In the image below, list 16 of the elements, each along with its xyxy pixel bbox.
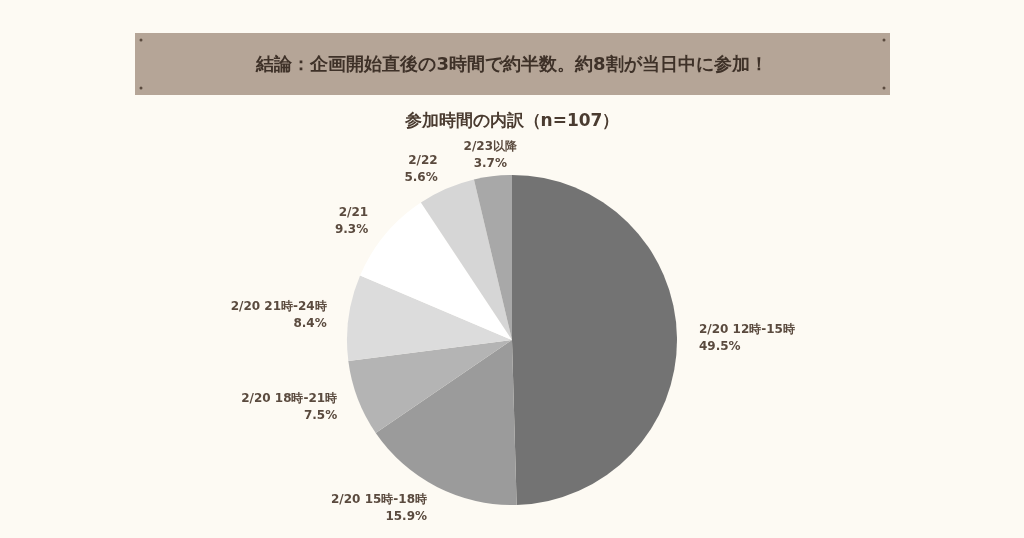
data-label: 15.9%: [385, 508, 428, 523]
data-label: 3.7%: [473, 156, 507, 171]
data-label: 8.4%: [293, 316, 327, 331]
chart-title: 結論：企画開始直後の3時間で約半数。約8割が当日中に参加！: [255, 53, 768, 74]
slice-label: 2/20 21時-24時: [230, 299, 327, 314]
data-label: 9.3%: [334, 222, 369, 237]
data-label: 7.5%: [303, 408, 338, 423]
slice-label: 2/20 18時-21時: [241, 391, 338, 406]
slice-label: 2/20 15時-18時: [331, 491, 428, 506]
slice-label: 2/20 12時-15時: [698, 322, 795, 337]
slice-label: 2/23以降: [463, 139, 518, 154]
data-label: 5.6%: [404, 170, 438, 185]
slice-label: 2/21: [338, 205, 369, 220]
chart-subtitle: 参加時間の内訳（n=107）: [403, 110, 620, 130]
slice-label: 2/22: [408, 153, 438, 168]
data-label: 49.5%: [698, 339, 741, 354]
